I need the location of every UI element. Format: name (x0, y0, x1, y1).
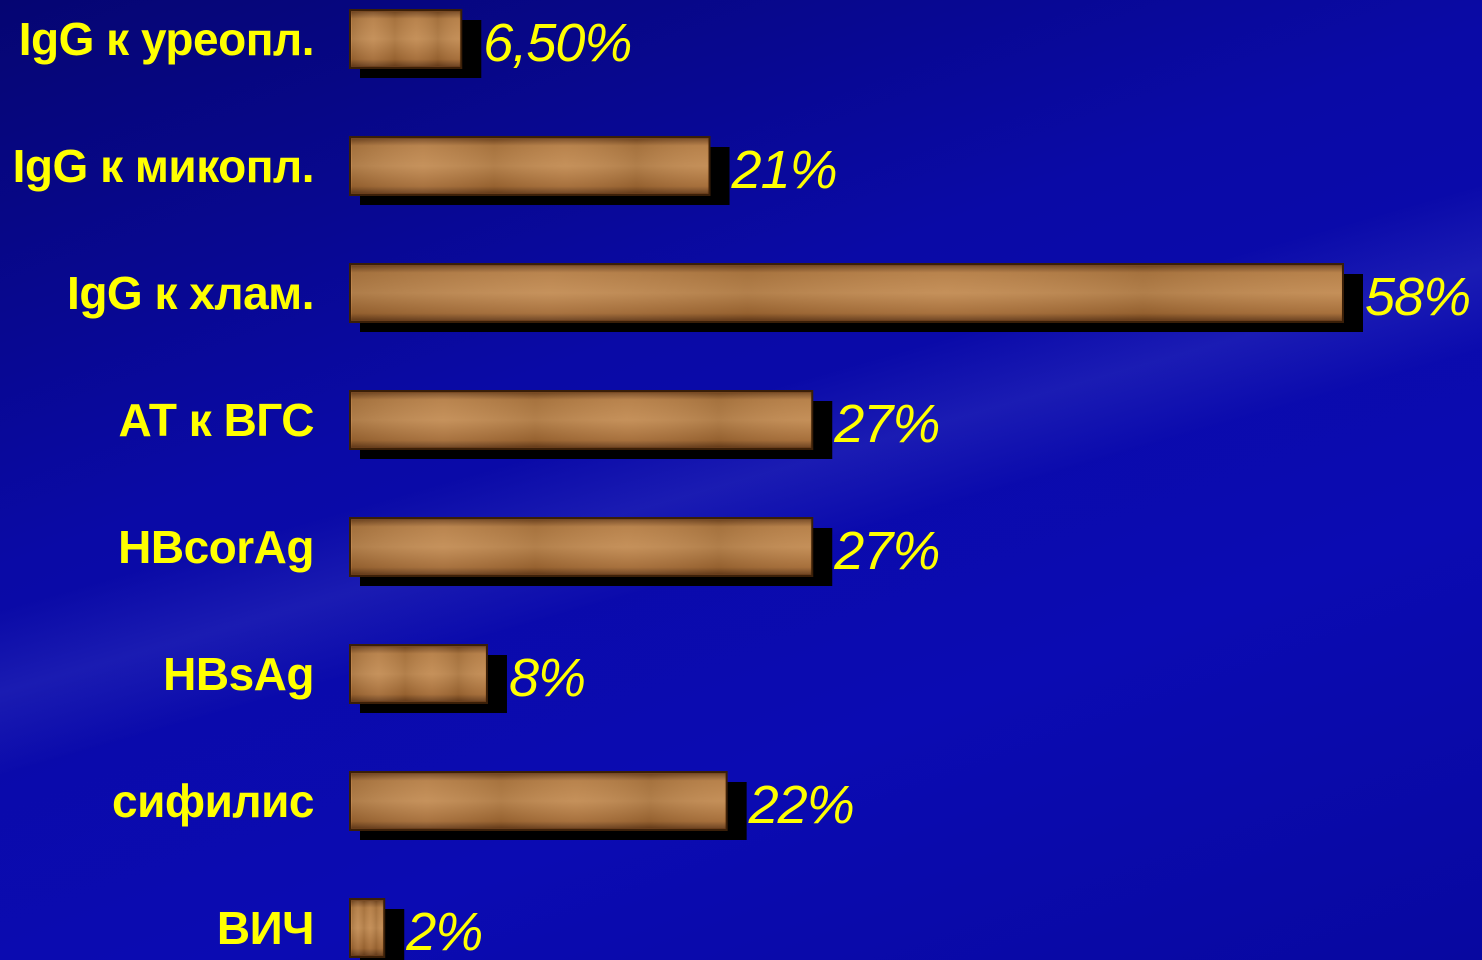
bar-texture (352, 520, 811, 574)
value-label: 2% (405, 902, 482, 960)
value-label: 27% (833, 521, 939, 581)
value-label: 22% (748, 775, 854, 835)
value-label: 27% (833, 394, 939, 454)
value-label: 6,50% (483, 13, 631, 73)
bar-row: IgG к уреопл. 6,50% (19, 9, 632, 78)
bar-texture (352, 774, 725, 828)
bar-row: сифилис 22% (112, 771, 855, 840)
bar-texture (352, 266, 1341, 320)
category-label: ВИЧ (217, 902, 314, 954)
category-label: HBcorAg (118, 521, 314, 573)
bar-row: HBsAg 8% (163, 644, 586, 713)
category-label: HBsAg (163, 648, 314, 700)
bar-row: HBcorAg 27% (118, 517, 940, 586)
bar-row: IgG к хлам. 58% (67, 263, 1471, 332)
bar-texture (352, 139, 708, 193)
category-label: IgG к микопл. (13, 140, 314, 192)
bar-row: АТ к ВГС 27% (118, 390, 940, 459)
bar-row: IgG к микопл. 21% (13, 136, 838, 205)
value-label: 58% (1365, 267, 1470, 327)
bar-texture (352, 12, 460, 66)
category-label: сифилис (112, 775, 314, 827)
category-label: IgG к хлам. (67, 267, 314, 319)
bars-group: IgG к уреопл. 6,50%IgG к микопл. 21%IgG к … (13, 9, 1471, 960)
value-label: 21% (731, 140, 837, 200)
bar-texture (352, 647, 485, 701)
value-label: 8% (509, 648, 585, 708)
bar-texture (352, 393, 811, 447)
category-label: IgG к уреопл. (19, 13, 314, 65)
category-label: АТ к ВГС (118, 394, 314, 446)
bar-row: ВИЧ 2% (217, 898, 483, 960)
bar-texture (352, 901, 383, 955)
